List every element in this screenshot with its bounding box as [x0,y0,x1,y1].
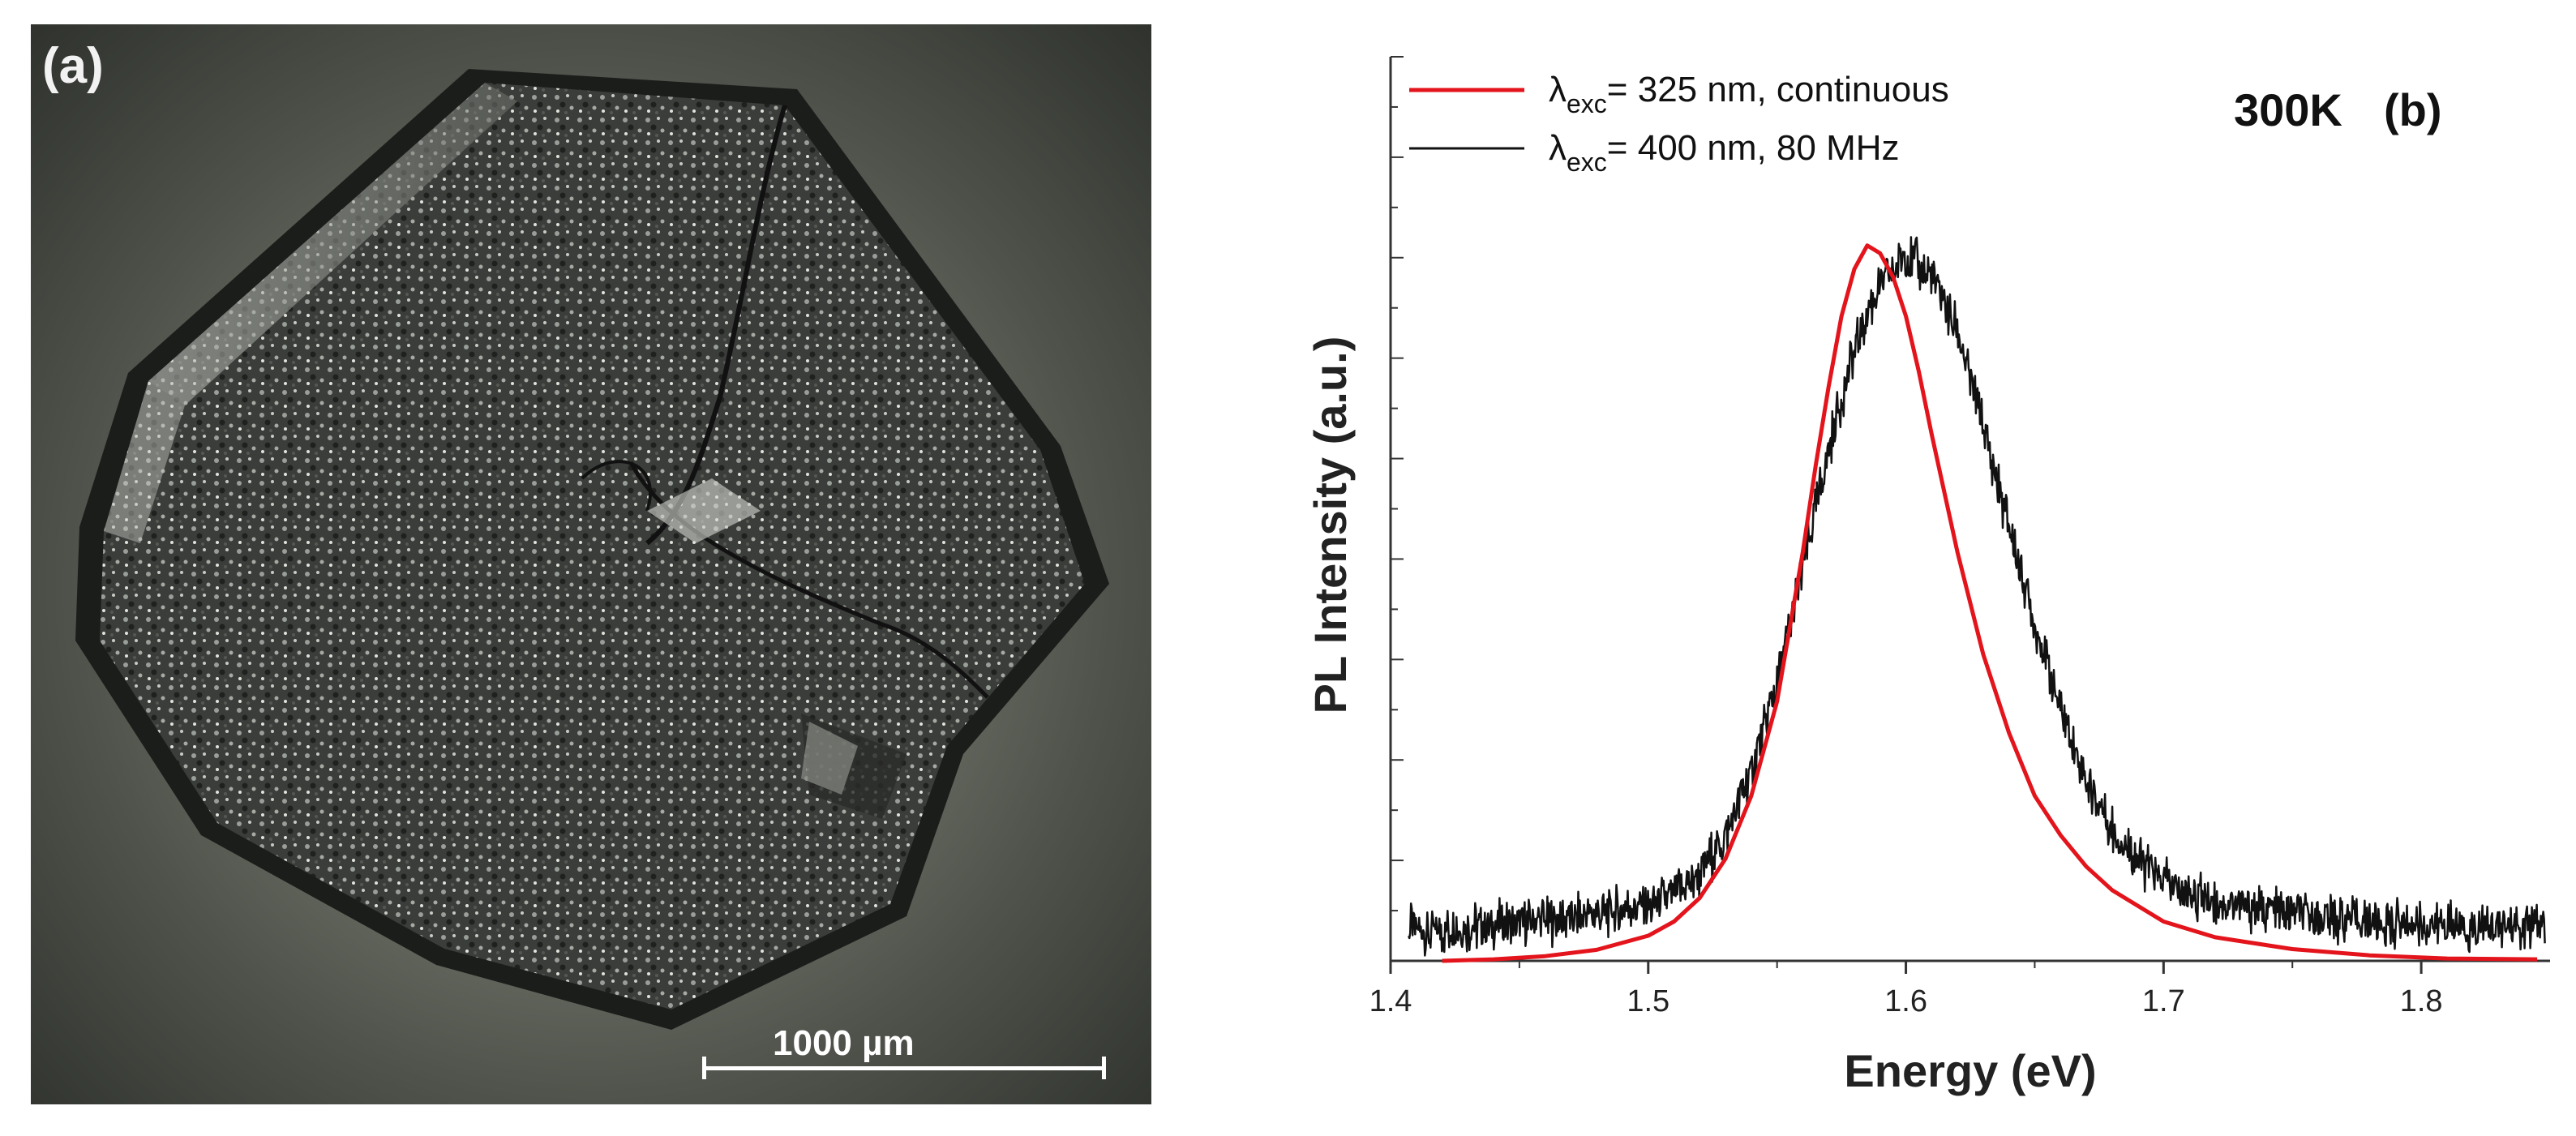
scale-bar-label: 1000 µm [773,1023,915,1063]
x-tick-label-1: 1.5 [1627,984,1669,1018]
series-line-1 [1408,236,2546,957]
microscope-photo: (a) 1000 µm [31,24,1151,1104]
legend-entry-0: λexc= 325 nm, continuous [1549,70,1949,118]
x-tick-label-4: 1.8 [2400,984,2443,1018]
x-tick-label-3: 1.7 [2142,984,2185,1018]
panel-label-b: (b) [2384,84,2442,135]
pl-spectrum-chart: 1.4 1.5 1.6 1.7 1.8 λexc= 325 nm, continuous… [1265,24,2576,1136]
legend-entry-1: λexc= 400 nm, 80 MHz [1549,128,1900,177]
axes [1389,57,2550,962]
panel-label-a: (a) [42,38,104,94]
ticks: 1.4 1.5 1.6 1.7 1.8 [1369,56,2443,1018]
chart-canvas: 1.4 1.5 1.6 1.7 1.8 λexc= 325 nm, continuous… [1305,56,2550,1096]
series-layer [1408,236,2546,963]
legend: λexc= 325 nm, continuous λexc= 400 nm, 80… [1409,70,1949,177]
crystal-image [75,69,1109,1030]
x-tick-label-2: 1.6 [1884,984,1927,1018]
x-tick-label-0: 1.4 [1369,984,1412,1018]
y-axis-title: PL Intensity (a.u.) [1305,337,1356,714]
series-line-0 [1442,243,2538,963]
x-axis-title: Energy (eV) [1844,1045,2096,1096]
scale-bar [702,1057,1106,1079]
temperature-annotation: 300K [2234,84,2342,135]
